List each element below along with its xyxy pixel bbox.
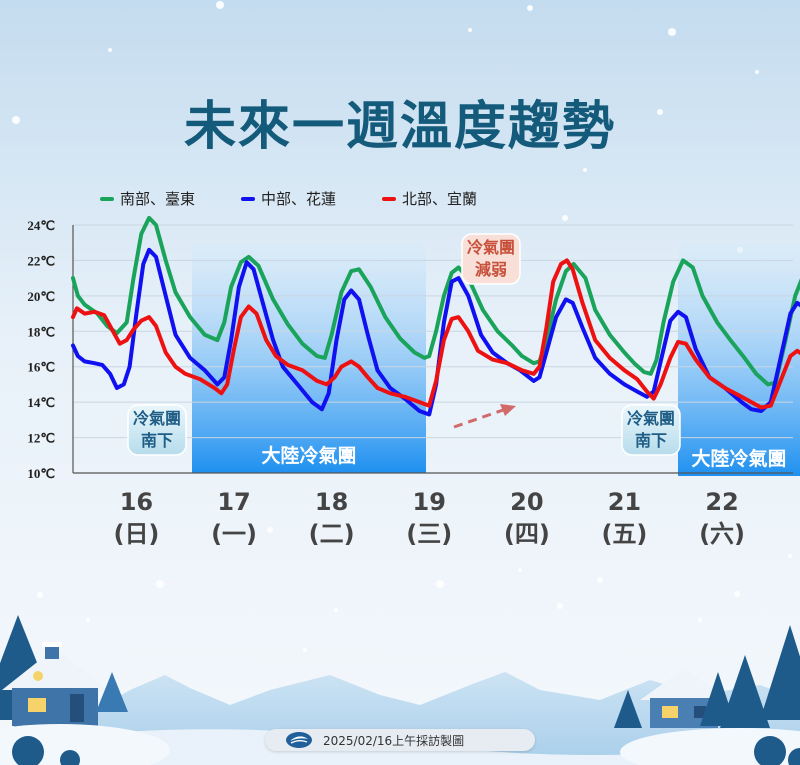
annotation-cold-south-1-text: 南下: [141, 431, 173, 450]
footer-text: 2025/02/16上午採訪製圖: [323, 733, 465, 748]
legend-item-central: 中部、花蓮: [241, 188, 336, 209]
annotation-mainland-1: 大陸冷氣團: [261, 444, 356, 467]
annotation-cold-weakening-chip: [461, 233, 521, 285]
legend-label-north: 北部、宜蘭: [402, 190, 478, 208]
y-tick-label: 16℃: [27, 360, 55, 375]
annotation-cold-weakening-text: 減弱: [475, 260, 507, 279]
legend-swatch-north: [382, 196, 397, 201]
annotation-cold-weakening-text: 冷氣團: [467, 238, 515, 257]
legend-swatch-central: [241, 196, 256, 201]
series-line-north: [71, 258, 800, 410]
x-weekday-label: (三): [406, 520, 452, 548]
annotation-cold-south-1-chip: [127, 404, 187, 456]
annotation-cold-south-2-text: 南下: [635, 431, 667, 450]
x-day-label: 22: [705, 488, 738, 516]
cwa-logo-icon: [285, 731, 313, 749]
legend-item-south: 南部、臺東: [100, 188, 195, 209]
y-tick-label: 18℃: [27, 324, 55, 339]
legend-swatch-south: [100, 196, 114, 201]
annotation-mainland-2: 大陸冷氣團: [691, 447, 786, 470]
x-day-label: 17: [217, 488, 250, 516]
page-title: 未來一週溫度趨勢: [183, 97, 616, 157]
annotation-cold-south-2-chip: [621, 404, 681, 456]
trend-arrow-head: [500, 404, 516, 416]
y-tick-label: 12℃: [27, 431, 55, 446]
y-tick-label: 24℃: [27, 218, 55, 233]
legend-label-central: 中部、花蓮: [261, 190, 337, 208]
trend-arrow-line: [453, 407, 507, 429]
x-weekday-label: (日): [113, 520, 159, 548]
y-tick-label: 22℃: [27, 253, 55, 268]
y-tick-label: 14℃: [27, 395, 55, 410]
x-day-label: 20: [510, 488, 543, 516]
x-weekday-label: (二): [309, 520, 355, 548]
x-weekday-label: (四): [504, 520, 550, 548]
annotation-cold-south-2-text: 冷氣團: [627, 409, 675, 428]
x-day-label: 18: [315, 488, 348, 516]
legend-label-south: 南部、臺東: [120, 190, 196, 208]
legend-item-north: 北部、宜蘭: [382, 188, 477, 209]
annotation-cold-south-1-text: 冷氣團: [133, 409, 181, 428]
x-weekday-label: (六): [699, 520, 745, 548]
x-day-label: 21: [608, 488, 641, 516]
x-day-label: 16: [120, 488, 153, 516]
x-day-label: 19: [413, 488, 446, 516]
footer-bar: 2025/02/16上午採訪製圖: [265, 729, 535, 751]
y-tick-label: 10℃: [27, 466, 55, 481]
x-weekday-label: (五): [601, 520, 647, 548]
y-tick-label: 20℃: [27, 289, 55, 304]
chart-legend: 南部、臺東 中部、花蓮 北部、宜蘭: [100, 188, 477, 209]
x-weekday-label: (一): [211, 520, 257, 548]
series-line-south: [71, 215, 800, 387]
